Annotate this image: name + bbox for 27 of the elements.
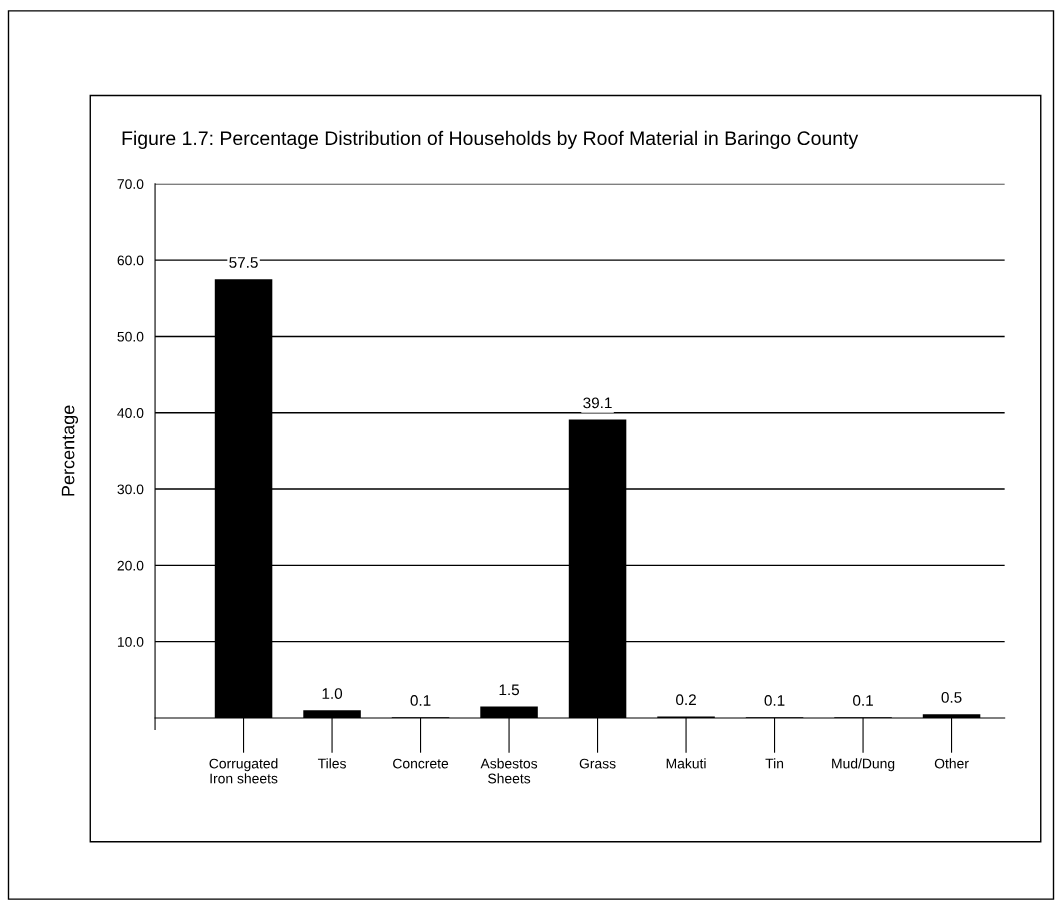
- x-tick-label: Other: [934, 758, 969, 769]
- chart-title: Figure 1.7: Percentage Distribution of Households by Roof Material in Baringo County: [122, 130, 859, 149]
- y-tick-label: 70.0: [117, 179, 144, 189]
- y-tick-label: 50.0: [117, 331, 144, 342]
- x-tick-label: Tin: [765, 758, 784, 769]
- data-label: 0.5: [941, 692, 962, 703]
- data-label: 57.5: [229, 257, 258, 268]
- data-label: 39.1: [583, 397, 612, 409]
- y-tick-label: 60.0: [117, 255, 144, 266]
- data-label: 1.5: [499, 684, 520, 696]
- y-tick-label: 20.0: [117, 560, 144, 571]
- x-tick-label: Makuti: [666, 758, 706, 769]
- data-label: 0.1: [764, 695, 785, 706]
- data-label: 0.2: [676, 694, 696, 706]
- x-tick-label: Corrugated Iron sheets: [209, 758, 278, 784]
- y-tick-label: 30.0: [117, 484, 144, 495]
- y-axis-title: Percentage: [61, 405, 79, 496]
- data-label: 0.1: [853, 695, 873, 706]
- x-tick-label: Mud/Dung: [832, 758, 895, 772]
- x-tick-label: Grass: [579, 758, 616, 769]
- data-label: 0.1: [410, 695, 431, 706]
- x-tick-label: Tiles: [317, 758, 346, 769]
- x-tick-label: Concrete: [393, 758, 449, 769]
- y-tick-label: 10.0: [117, 637, 144, 647]
- y-tick-label: 40.0: [117, 408, 144, 418]
- x-tick-label: Asbestos Sheets: [480, 758, 538, 784]
- data-label: 1.0: [322, 688, 343, 700]
